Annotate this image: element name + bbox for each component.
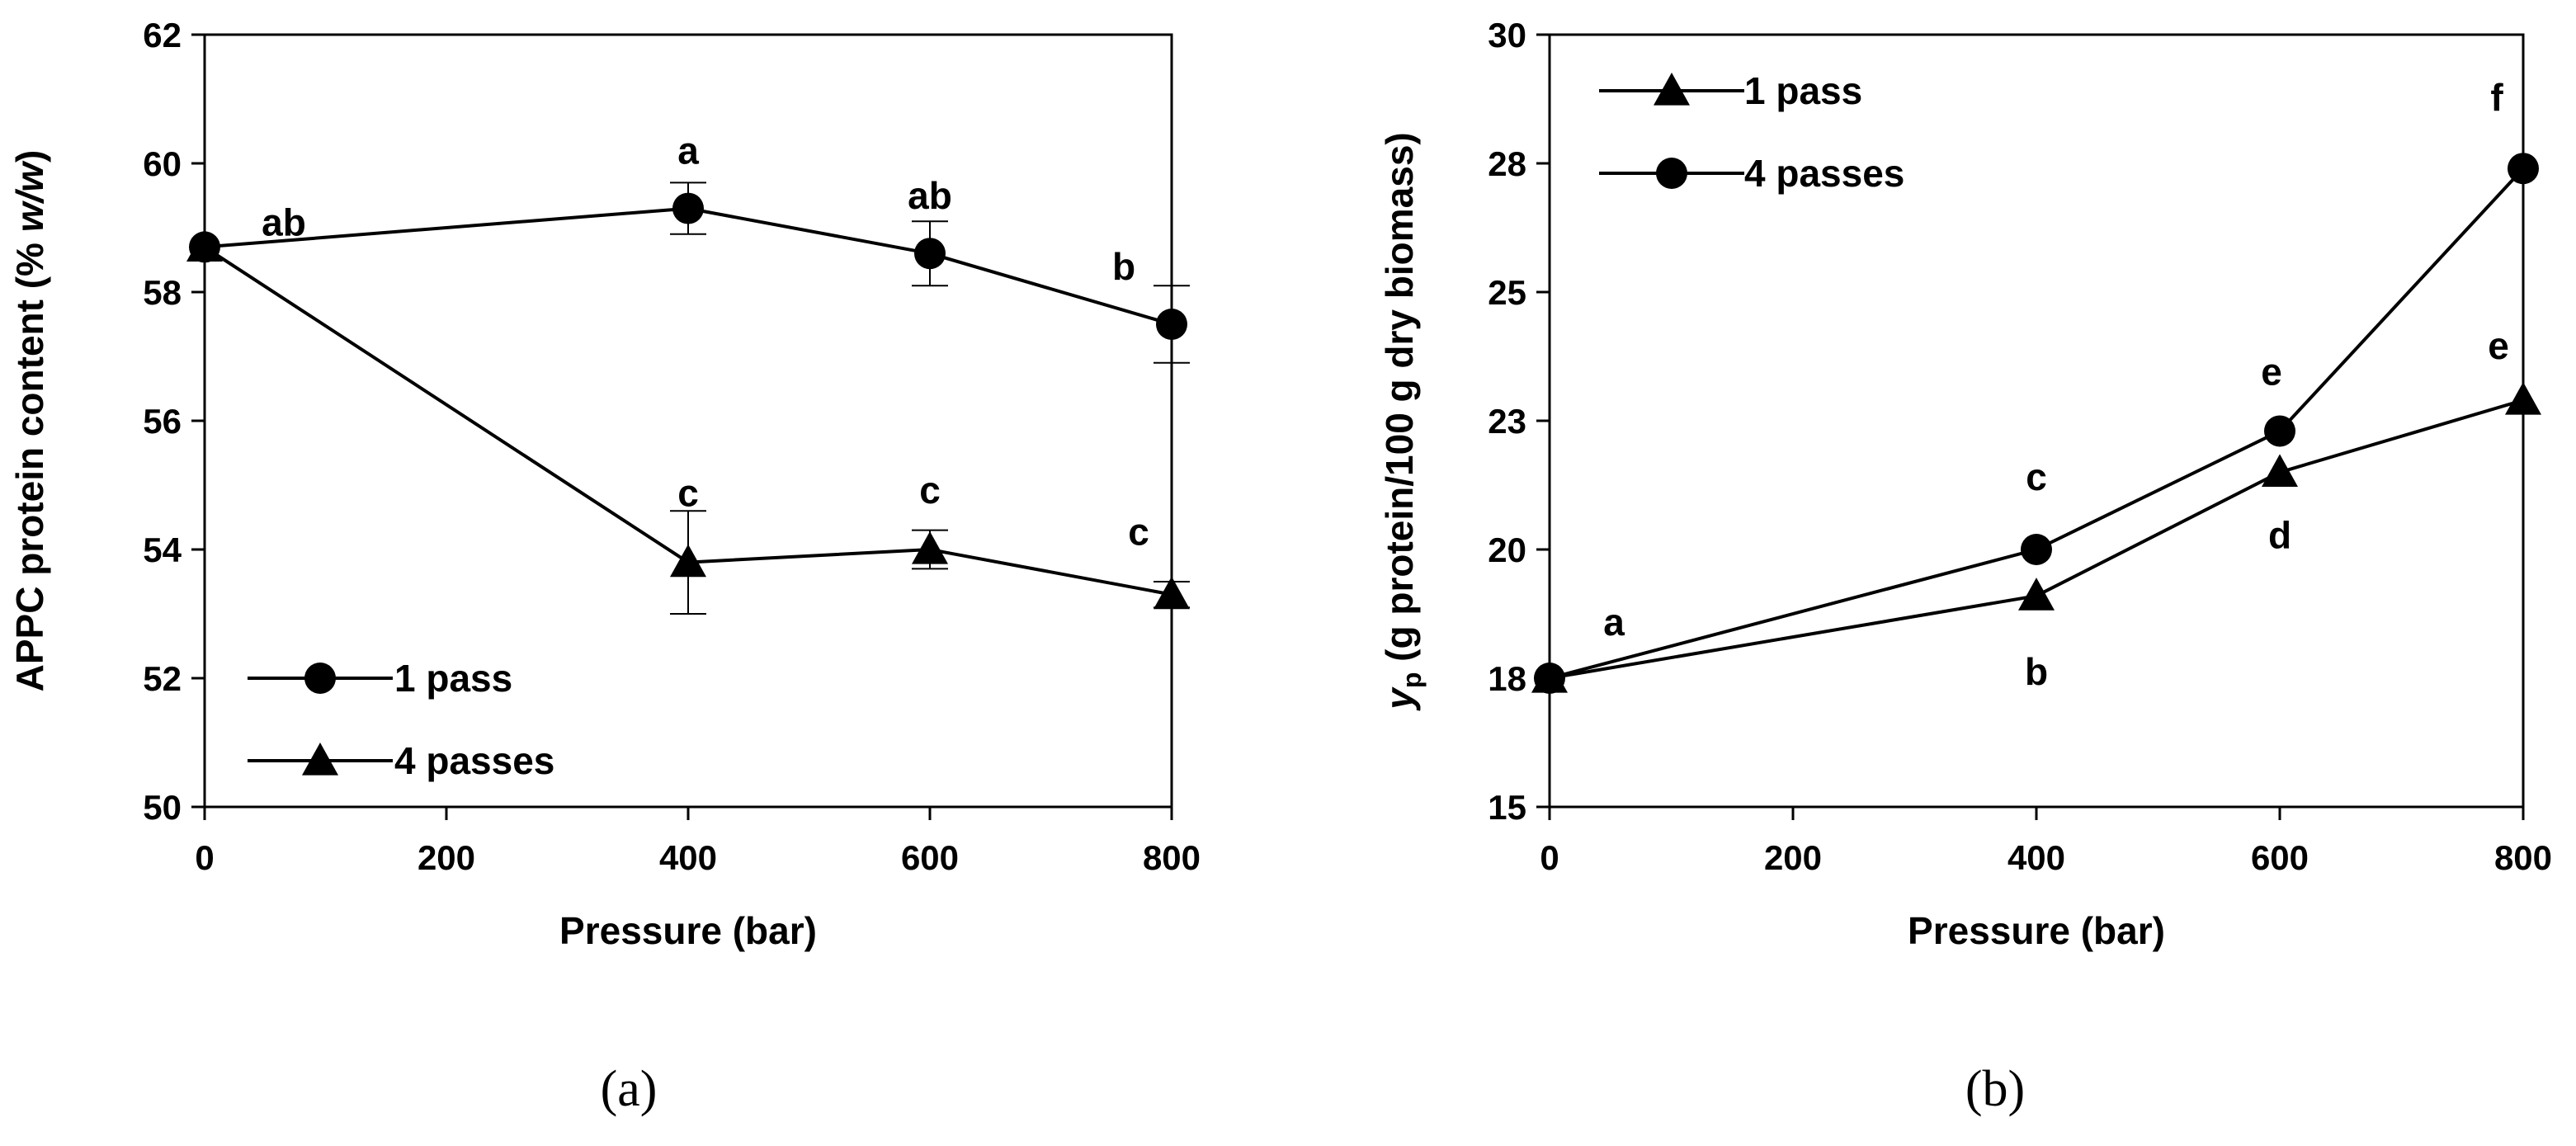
y-tick-label: 25	[1488, 273, 1526, 312]
significance-label: ab	[262, 200, 306, 243]
data-point-triangle	[2505, 382, 2541, 415]
y-tick-label: 20	[1488, 531, 1526, 569]
data-point-triangle	[670, 544, 706, 578]
significance-label: a	[677, 130, 699, 172]
data-point-triangle	[2018, 578, 2055, 611]
series-4-passes: c e f	[1534, 76, 2539, 694]
data-point-circle	[2264, 415, 2295, 447]
significance-label: c	[919, 469, 941, 512]
y-tick-label: 30	[1488, 16, 1526, 54]
legend-marker-triangle	[302, 743, 338, 776]
y-tick-label: 58	[143, 273, 182, 312]
data-point-circle	[914, 238, 946, 270]
significance-label: e	[2261, 350, 2282, 393]
data-point-circle	[2021, 534, 2052, 565]
data-point-triangle	[186, 229, 223, 262]
y-tick-label: 52	[143, 659, 182, 698]
y-axis-title-part: (g protein/100 g dry biomass)	[1378, 132, 1421, 672]
series-1-pass: a b d e	[1531, 324, 2541, 693]
y-axis-title: APPC protein content (% w/w)	[8, 150, 51, 692]
y-tick-label: 28	[1488, 144, 1526, 183]
data-point-circle	[1534, 663, 1565, 694]
y-axis-title-subscript: p	[1397, 672, 1427, 689]
y-tick-label: 56	[143, 402, 182, 441]
significance-label: b	[1112, 245, 1135, 288]
series-line	[1549, 399, 2524, 680]
y-tick-label: 60	[143, 144, 182, 183]
y-axis-title: yp (g protein/100 g dry biomass)	[1378, 132, 1427, 711]
x-axis-title: Pressure (bar)	[559, 909, 817, 952]
series-4-passes: c cc	[186, 229, 1190, 615]
y-axis-title-part: APPC protein content (%	[8, 232, 51, 691]
y-axis-title-part: )	[8, 150, 51, 163]
legend-label: 4 passes	[394, 739, 554, 782]
data-point-triangle	[2262, 454, 2298, 487]
x-tick-label: 200	[1764, 838, 1822, 877]
panel-label: (a)	[601, 1061, 658, 1117]
y-tick-label: 54	[143, 531, 182, 569]
significance-label: a	[1603, 601, 1625, 644]
y-axis-title-italic: w/w	[8, 160, 51, 233]
x-axis-title: Pressure (bar)	[1908, 909, 2165, 952]
significance-label: c	[2026, 455, 2047, 498]
data-point-triangle	[1154, 576, 1190, 610]
legend-marker-circle	[304, 663, 336, 694]
series-line	[1549, 167, 2525, 680]
data-point-circle	[672, 192, 704, 224]
x-tick-label: 600	[901, 838, 959, 877]
chart-panel-a: 50 52 54 56 58 60 62 0 200 400 600 800 Pressure (bar…	[8, 16, 1201, 1117]
significance-label: d	[2268, 513, 2291, 556]
x-tick-label: 400	[659, 838, 717, 877]
legend-label: 1 pass	[1744, 69, 1862, 112]
legend-label: 4 passes	[1744, 152, 1904, 195]
data-point-triangle	[912, 531, 948, 564]
panel-label: (b)	[1965, 1061, 2025, 1117]
data-point-circle	[2508, 153, 2539, 185]
x-tick-label: 0	[195, 838, 214, 877]
x-tick-label: 400	[2007, 838, 2065, 877]
y-tick-label: 18	[1488, 659, 1526, 698]
x-tick-label: 800	[2494, 838, 2552, 877]
legend-label: 1 pass	[394, 657, 512, 700]
x-tick-label: 600	[2251, 838, 2309, 877]
legend: 1 pass 4 passes	[1599, 69, 1904, 195]
x-tick-label: 800	[1143, 838, 1201, 877]
series-line	[204, 206, 1172, 326]
significance-label: ab	[908, 174, 952, 217]
significance-label: f	[2490, 76, 2503, 119]
series-line	[203, 245, 1172, 597]
significance-label: c	[1128, 511, 1149, 554]
y-axis-title-symbol: y	[1378, 686, 1421, 711]
y-tick-label: 23	[1488, 402, 1526, 441]
x-tick-label: 200	[418, 838, 475, 877]
significance-label: c	[677, 472, 699, 515]
y-tick-label: 15	[1488, 788, 1526, 827]
legend-marker-circle	[1656, 158, 1687, 189]
data-point-circle	[1156, 309, 1187, 340]
legend-marker-triangle	[1654, 73, 1690, 106]
x-tick-label: 0	[1540, 838, 1559, 877]
significance-label: b	[2025, 650, 2048, 693]
significance-label: e	[2488, 324, 2509, 367]
series-1-pass: ab a ab b	[189, 130, 1190, 364]
chart-panel-b: 15 18 20 23 25 28 30 0 200 400 600 800 Pressure (bar…	[1378, 16, 2552, 1117]
legend: 1 pass 4 passes	[248, 657, 554, 782]
y-tick-label: 50	[143, 788, 182, 827]
y-tick-label: 62	[143, 16, 182, 54]
